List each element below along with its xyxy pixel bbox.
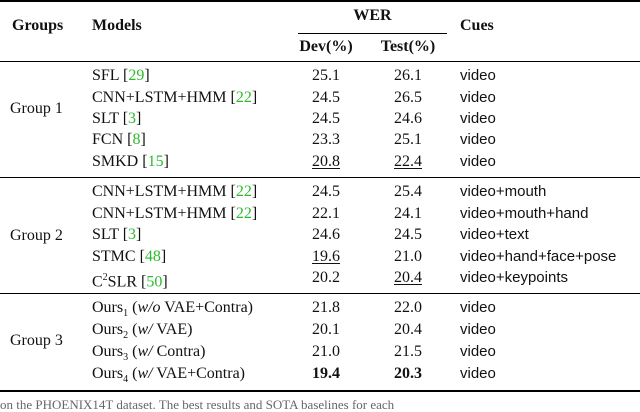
header-models: Models (92, 17, 142, 34)
model-name: CNN+LSTM+HMM [22] (92, 205, 258, 222)
dev-wer: 19.4 (312, 365, 340, 382)
header-test: Test(%) (380, 38, 436, 55)
citation-link[interactable]: 8 (132, 131, 141, 148)
dev-wer: 22.1 (312, 205, 340, 222)
dev-wer: 24.5 (312, 183, 340, 200)
model-name: Ours2 (w/ VAE) (92, 321, 193, 342)
header-groups: Groups (12, 17, 64, 34)
cues: video (460, 343, 496, 360)
citation-link[interactable]: 22 (235, 205, 252, 222)
test-wer: 24.5 (394, 226, 422, 243)
dev-wer: 20.8 (312, 153, 340, 170)
test-wer: 22.4 (394, 153, 422, 170)
model-name: SLT [3] (92, 110, 142, 127)
model-name: SLT [3] (92, 226, 142, 243)
header-dev: Dev(%) (299, 38, 353, 55)
model-name: FCN [8] (92, 131, 146, 148)
cues: video (460, 321, 496, 338)
dev-wer: 24.6 (312, 226, 340, 243)
header-rule (0, 61, 640, 62)
citation-link[interactable]: 50 (146, 273, 163, 291)
dev-wer: 24.5 (312, 110, 340, 127)
dev-wer: 24.5 (312, 89, 340, 106)
cues: video+mouth (460, 183, 547, 200)
group-label: Group 3 (10, 332, 63, 349)
group-rule (0, 177, 640, 178)
model-name: CNN+LSTM+HMM [22] (92, 183, 258, 200)
group-label: Group 1 (10, 100, 63, 117)
test-wer: 21.5 (394, 343, 422, 360)
dev-wer: 20.2 (312, 269, 340, 286)
cues: video (460, 110, 496, 127)
citation-link[interactable]: 15 (147, 153, 164, 170)
wer-underline (298, 33, 447, 34)
header-wer: WER (353, 7, 392, 24)
model-name: SMKD [15] (92, 153, 169, 170)
model-name: CNN+LSTM+HMM [22] (92, 89, 258, 106)
group-label: Group 2 (10, 227, 63, 244)
cues: video (460, 365, 496, 382)
citation-link[interactable]: 22 (235, 89, 252, 106)
model-name: C2SLR [50] (92, 272, 168, 291)
dev-wer: 23.3 (312, 131, 340, 148)
citation-link[interactable]: 3 (128, 110, 137, 127)
test-wer: 20.3 (394, 365, 422, 382)
dev-wer: 19.6 (312, 248, 340, 265)
test-wer: 25.1 (394, 131, 422, 148)
cues: video+mouth+hand (460, 205, 589, 222)
test-wer: 24.1 (394, 205, 422, 222)
test-wer: 20.4 (394, 269, 422, 286)
caption-fragment: on the PHOENIX14T dataset. The best resu… (0, 397, 395, 412)
cues: video (460, 299, 496, 316)
test-wer: 26.1 (394, 67, 422, 84)
header-cues: Cues (460, 17, 494, 34)
dev-wer: 25.1 (312, 67, 340, 84)
table-top-rule (0, 0, 640, 2)
test-wer: 24.6 (394, 110, 422, 127)
dev-wer: 21.8 (312, 299, 340, 316)
test-wer: 21.0 (394, 248, 422, 265)
model-name: SFL [29] (92, 67, 150, 84)
test-wer: 22.0 (394, 299, 422, 316)
table-bottom-rule (0, 390, 640, 392)
citation-link[interactable]: 3 (128, 226, 137, 243)
dev-wer: 20.1 (312, 321, 340, 338)
citation-link[interactable]: 22 (235, 183, 252, 200)
test-wer: 26.5 (394, 89, 422, 106)
cues: video+hand+face+pose (460, 248, 617, 265)
cues: video (460, 89, 496, 106)
dev-wer: 21.0 (312, 343, 340, 360)
citation-link[interactable]: 48 (144, 248, 161, 265)
model-name: Ours3 (w/ Contra) (92, 343, 206, 364)
test-wer: 20.4 (394, 321, 422, 338)
model-name: STMC [48] (92, 248, 167, 265)
citation-link[interactable]: 29 (128, 67, 145, 84)
cues: video (460, 67, 496, 84)
model-name: Ours4 (w/ VAE+Contra) (92, 365, 245, 386)
model-name: Ours1 (w/o VAE+Contra) (92, 299, 253, 320)
cues: video (460, 153, 496, 170)
group-rule (0, 293, 640, 294)
test-wer: 25.4 (394, 183, 422, 200)
cues: video+text (460, 226, 529, 243)
cues: video (460, 131, 496, 148)
cues: video+keypoints (460, 269, 568, 286)
